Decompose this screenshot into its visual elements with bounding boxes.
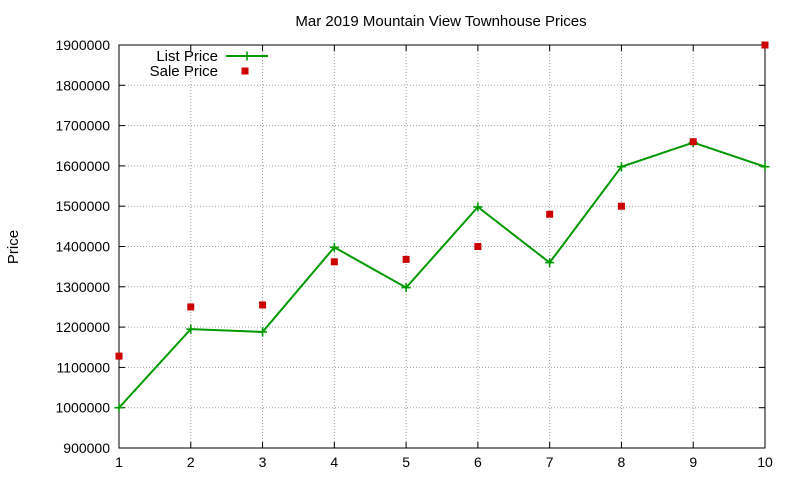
- y-tick-label: 1800000: [55, 77, 110, 93]
- x-tick-label: 2: [187, 454, 195, 470]
- x-tick-label: 5: [402, 454, 410, 470]
- y-tick-label: 1600000: [55, 158, 110, 174]
- list-price-point: [473, 202, 483, 212]
- list-price-point: [186, 324, 196, 334]
- sale-price-point: [546, 210, 554, 218]
- x-tick-label: 7: [546, 454, 554, 470]
- list-price-point: [401, 283, 411, 293]
- y-tick-label: 1200000: [55, 319, 110, 335]
- sale-price-point: [115, 352, 123, 360]
- sale-price-point: [330, 258, 338, 266]
- y-tick-label: 1400000: [55, 239, 110, 255]
- series: [114, 41, 770, 413]
- list-price-point: [329, 242, 339, 252]
- tick-labels: 900000 1000000 1100000 1200000 1300000 140000…: [55, 37, 773, 470]
- x-tick-label: 6: [474, 454, 482, 470]
- x-tick-label: 8: [618, 454, 626, 470]
- axes: [118, 44, 766, 449]
- y-tick-label: 900000: [63, 440, 110, 456]
- sale-price-point: [689, 138, 697, 146]
- list-price-point: [760, 162, 770, 172]
- plot-border: [118, 44, 766, 449]
- sale-price-point: [474, 243, 482, 250]
- legend-label-sale-price: Sale Price: [150, 63, 218, 80]
- legend-label-list-price: List Price: [156, 48, 218, 65]
- y-tick-label: 1300000: [55, 279, 110, 295]
- y-tick-label: 1100000: [57, 359, 111, 375]
- y-axis-label: Price: [5, 230, 22, 264]
- x-tick-label: 3: [259, 454, 267, 470]
- sale-price-point: [761, 41, 769, 49]
- legend-marker-list-price: [242, 51, 252, 61]
- y-tick-label: 1700000: [55, 118, 110, 134]
- x-tick-label: 9: [689, 454, 697, 470]
- x-tick-label: 1: [115, 454, 123, 470]
- list-price-point: [258, 327, 268, 337]
- legend: List Price Sale Price: [150, 48, 268, 80]
- sale-price-point: [617, 202, 625, 210]
- sale-price-point: [259, 301, 267, 309]
- sale-price-point: [402, 255, 410, 263]
- chart-title: Mar 2019 Mountain View Townhouse Prices: [295, 13, 586, 30]
- sale-price-point: [187, 303, 195, 311]
- list-price-point: [616, 162, 626, 172]
- y-tick-label: 1900000: [55, 37, 110, 53]
- list-price-point: [545, 258, 555, 268]
- y-tick-label: 1000000: [55, 400, 110, 416]
- list-price-point: [114, 403, 124, 413]
- series-line-list-price: [118, 141, 766, 409]
- x-tick-label: 4: [330, 454, 338, 470]
- legend-marker-sale-price: [241, 67, 249, 75]
- y-tick-label: 1500000: [55, 198, 110, 214]
- x-tick-label: 10: [757, 454, 773, 470]
